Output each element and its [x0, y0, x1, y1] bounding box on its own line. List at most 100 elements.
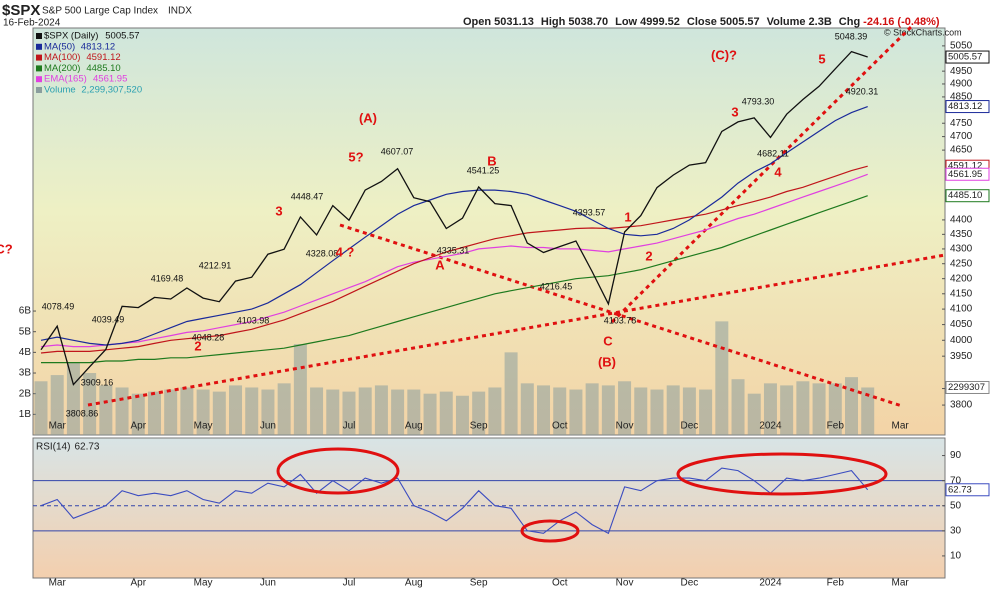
volume-bar: [358, 387, 372, 435]
y-tick-label: 4300: [950, 244, 973, 255]
quote-label: High: [541, 16, 566, 28]
volume-bar: [261, 389, 275, 435]
annotation: 3: [731, 104, 738, 119]
volume-bar: [488, 387, 502, 435]
volume-bar: [763, 383, 777, 435]
volume-bar: [828, 383, 842, 435]
volume-bar: [439, 391, 453, 435]
x-tick-label: Jul: [343, 578, 356, 589]
volume-bar: [423, 393, 437, 435]
x-tick-label: Mar: [892, 578, 910, 589]
last-value: 62.73: [948, 484, 972, 495]
legend-name: RSI(14): [36, 442, 70, 453]
quote-label: Low: [615, 16, 637, 28]
volume-bar: [374, 385, 388, 435]
y-tick-label: 3950: [950, 351, 973, 362]
annotation: 4920.31: [846, 86, 879, 96]
volume-bar: [504, 352, 518, 435]
x-tick-label: Mar: [49, 421, 67, 432]
symbol: $SPX: [2, 2, 40, 19]
y-tick-label: 90: [950, 450, 962, 461]
annotation: (C)?: [711, 47, 737, 62]
quote-value: 5038.70: [568, 16, 608, 28]
x-tick-label: 2024: [759, 578, 782, 589]
last-value-box: [945, 167, 990, 181]
volume-bar: [585, 383, 599, 435]
series-line: [41, 195, 868, 364]
annotation: (B): [598, 354, 616, 369]
quote-value: 4999.52: [640, 16, 680, 28]
volume-bar: [472, 391, 486, 435]
trendline: [610, 24, 914, 324]
x-tick-label: Nov: [616, 578, 634, 589]
y-tick-label: 4750: [950, 118, 973, 129]
annotation: 3: [275, 203, 282, 218]
volume-bar: [455, 395, 469, 435]
volume-bar: [780, 385, 794, 435]
index-name: S&P 500 Large Cap Index: [42, 6, 158, 17]
last-value-box: [945, 50, 990, 64]
series-line: [40, 106, 868, 346]
annotation: 4682.11: [757, 148, 789, 158]
volume-bar: [245, 387, 259, 435]
x-tick-label: Feb: [827, 578, 845, 589]
volume-bar: [747, 393, 761, 435]
annotation: 4607.07: [381, 146, 414, 156]
volume-bar: [569, 389, 583, 435]
annotation: 4078.49: [42, 301, 75, 311]
volume-bar: [537, 385, 551, 435]
volume-bar: [699, 389, 713, 435]
annotation: 4393.57: [573, 207, 606, 217]
last-volume: 2299307: [948, 382, 985, 393]
highlight-ellipse: [676, 452, 888, 496]
x-tick-label: May: [194, 421, 213, 432]
y-tick-label: 4400: [950, 215, 973, 226]
volume-bar: [50, 375, 64, 435]
legend-value: 4485.10: [86, 63, 120, 74]
y-tick-label: 4250: [950, 258, 973, 269]
annotation: (A): [359, 110, 377, 125]
price-panel: [32, 27, 946, 436]
volume-bar: [277, 383, 291, 435]
series-line: [40, 165, 868, 354]
x-tick-label: Jul: [343, 421, 356, 432]
quote-label: Chg: [839, 16, 860, 28]
legend-value: 62.73: [74, 442, 99, 453]
last-value: 4561.95: [948, 169, 982, 180]
y-tick-label: 4200: [950, 273, 973, 284]
y-tick-label: 4650: [950, 145, 973, 156]
annotation: 4039.49: [92, 314, 125, 324]
y-tick-label: 4150: [950, 288, 973, 299]
y-tick-label: 4950: [950, 66, 973, 77]
annotation: B: [487, 153, 496, 168]
annotation: 4216.45: [540, 281, 573, 291]
trendline: [87, 253, 946, 407]
volume-bar: [812, 383, 826, 435]
y-tick-label: 30: [950, 525, 962, 536]
y2-tick-label: 6B: [19, 306, 32, 317]
highlight-ellipse: [520, 519, 580, 543]
volume-bar: [212, 391, 226, 435]
y-tick-label: 3800: [950, 400, 973, 411]
legend-name: MA(200): [44, 63, 80, 74]
annotation: 4: [774, 164, 782, 179]
x-tick-label: Apr: [130, 578, 146, 589]
trendline: [339, 223, 903, 408]
y2-tick-label: 2B: [19, 388, 32, 399]
volume-bar: [682, 387, 696, 435]
volume-bar: [845, 377, 858, 435]
volume-bar: [180, 387, 194, 435]
annotation: 4103.78: [604, 315, 637, 325]
y-tick-label: 4850: [950, 92, 973, 103]
y-tick-label: 4700: [950, 131, 973, 142]
annotation: 4 ?: [336, 244, 355, 259]
legend-swatch: [36, 33, 42, 39]
annotation: 1: [624, 209, 631, 224]
y-tick-label: 4000: [950, 335, 973, 346]
volume-bar: [634, 387, 648, 435]
annotation: 4448.47: [291, 191, 324, 201]
volume-bar: [796, 381, 810, 435]
legend-swatch: [36, 76, 42, 83]
last-value: 4591.12: [948, 161, 982, 172]
